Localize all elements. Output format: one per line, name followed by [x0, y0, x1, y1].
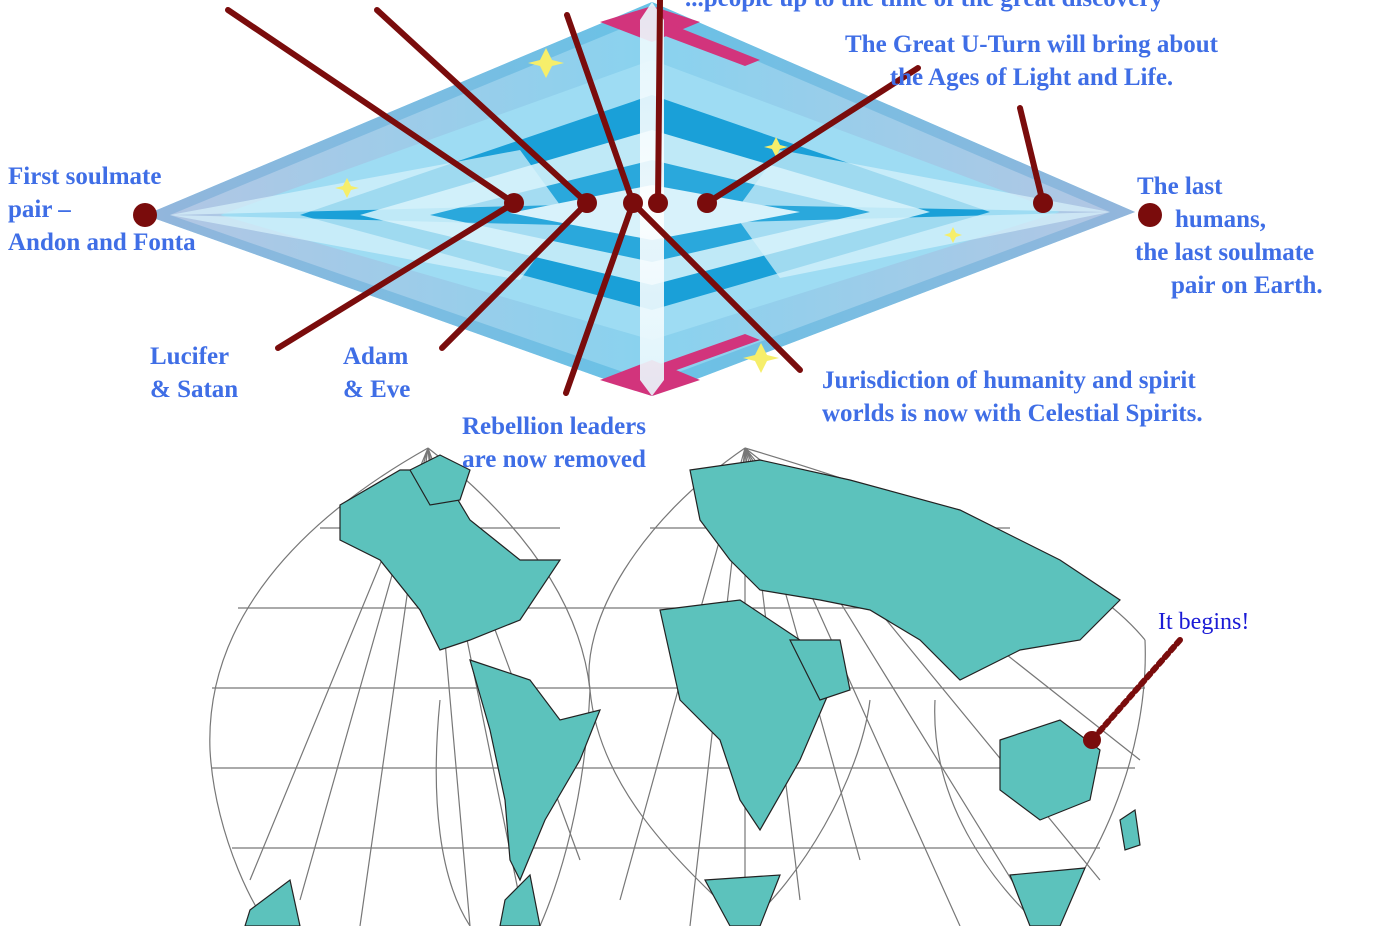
pointer-it-begins — [1089, 637, 1183, 743]
label-first-pair: First soulmate pair – Andon and Fonta — [8, 163, 196, 256]
label-top-cut: ...people up to the time of the great di… — [685, 0, 1163, 15]
pointer-great-uturn — [704, 65, 921, 206]
marker-first-pair — [133, 203, 157, 227]
label-rebellion: Rebellion leaders are now removed — [462, 413, 647, 473]
antarctica-2 — [499, 873, 541, 927]
pointer-great-uturn-end — [1017, 105, 1046, 206]
marker-discovery — [648, 193, 668, 213]
pointer-line-3 — [564, 12, 636, 206]
pointer-line-1 — [225, 7, 517, 206]
label-jurisdiction: Jurisdiction of humanity and spirit worl… — [822, 367, 1203, 427]
label-adam: Adam & Eve — [343, 343, 411, 403]
marker-uturn — [697, 193, 717, 213]
continent-africa — [659, 599, 831, 832]
pointer-rebellion — [563, 200, 636, 396]
antarctica-4 — [1009, 867, 1086, 927]
pointer-line-2 — [374, 7, 590, 206]
marker-adam — [577, 193, 597, 213]
label-great-uturn: The Great U-Turn will bring about the Ag… — [845, 31, 1218, 91]
continents — [244, 454, 1141, 927]
label-lucifer: Lucifer & Satan — [150, 343, 239, 403]
marker-last-humans — [1138, 203, 1162, 227]
marker-lucifer — [504, 193, 524, 213]
label-last-humans: The last humans, the last soulmate pair … — [1135, 173, 1323, 299]
pointer-adam — [439, 200, 590, 351]
continent-new-zealand — [1119, 808, 1141, 851]
continent-south-america — [469, 659, 601, 882]
continent-europe-asia — [689, 459, 1121, 681]
marker-dots — [133, 193, 1162, 749]
pointer-lucifer — [275, 200, 517, 351]
pointer-lines — [225, 0, 1183, 743]
pointer-line-4 — [655, 0, 663, 206]
marker-uturn-end — [1033, 193, 1053, 213]
continent-australia — [999, 719, 1101, 821]
pointer-jurisdiction — [630, 200, 803, 373]
label-it-begins: It begins! — [1158, 609, 1250, 635]
marker-it-begins — [1083, 731, 1101, 749]
continent-arabia — [789, 639, 851, 701]
continent-greenland — [409, 454, 471, 506]
antarctica-3 — [704, 874, 781, 927]
marker-rebellion — [623, 193, 643, 213]
